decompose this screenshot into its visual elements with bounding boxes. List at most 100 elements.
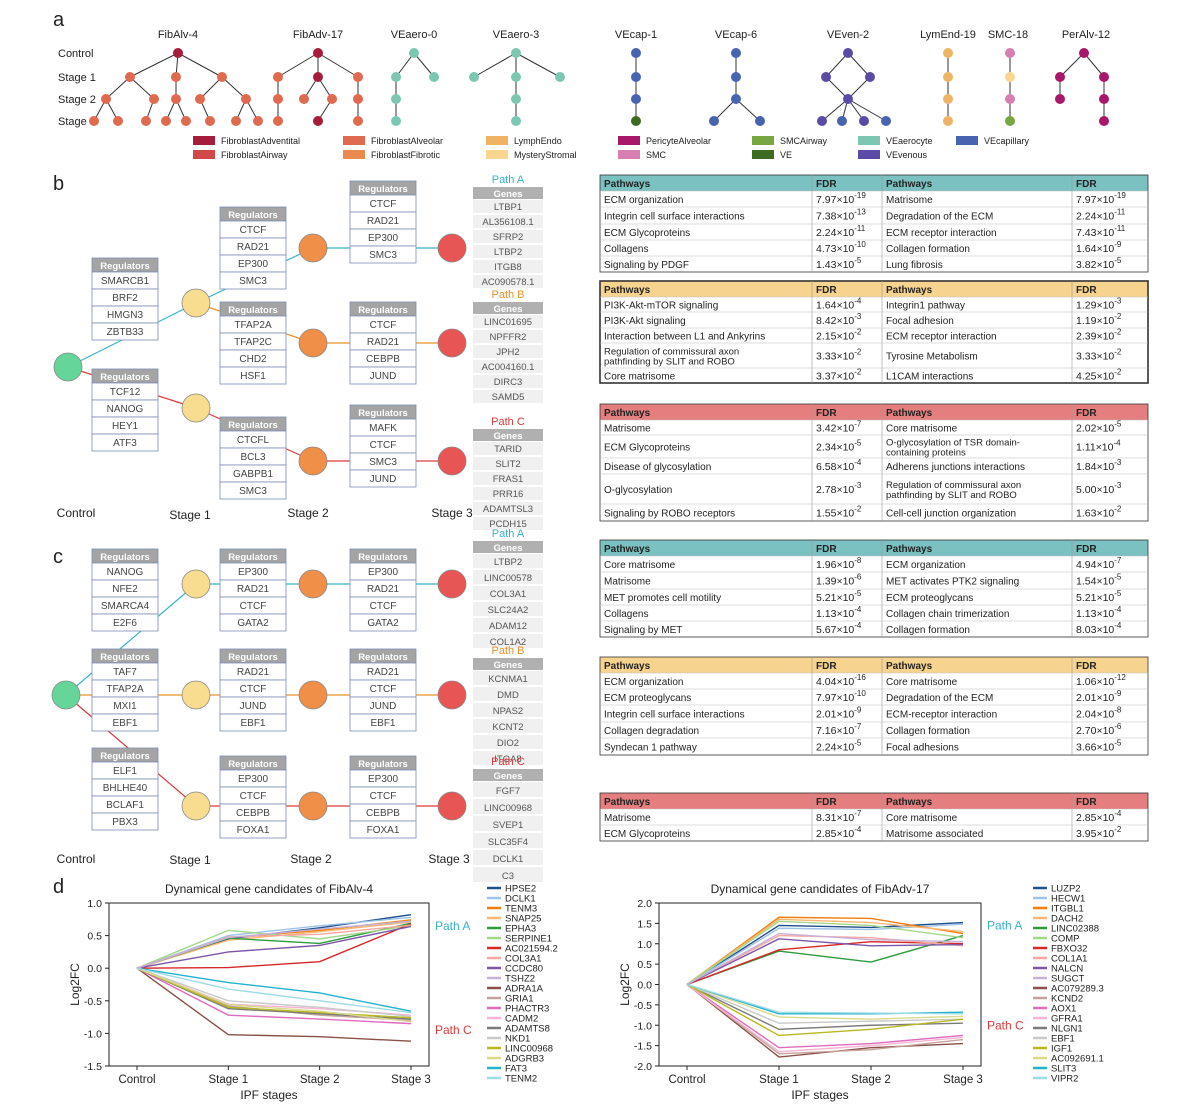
gene-cell xyxy=(473,570,543,584)
series-line xyxy=(686,983,964,1015)
lineage-tree: FibAdv-17 xyxy=(273,29,363,126)
row-label: Stage 3 xyxy=(58,116,96,128)
x-tick-label: Control xyxy=(118,1074,155,1086)
tree-node xyxy=(555,72,565,82)
y-tick-label: 1.5 xyxy=(637,918,652,930)
fdr-base: ×10 xyxy=(1096,227,1114,239)
fdr-value: 1.63×10-2 xyxy=(1076,505,1122,520)
tree-node xyxy=(1005,94,1015,104)
tree-node xyxy=(1055,94,1065,104)
fdr-base: ×10 xyxy=(1096,608,1114,620)
tree-edge xyxy=(221,76,247,100)
regulator-name: JUND xyxy=(370,371,397,382)
legend-swatch xyxy=(343,150,365,159)
fdr-mantissa: 1.54 xyxy=(1076,576,1097,588)
gene-name: NPAS2 xyxy=(493,706,523,717)
gene-cell xyxy=(473,634,543,648)
gene-cell xyxy=(473,833,543,848)
fdr-value: 8.42×10-3 xyxy=(816,312,862,327)
path-title: Path B xyxy=(491,645,524,657)
tree-node xyxy=(273,116,283,126)
regulator-cell xyxy=(219,481,287,500)
gene-name: PCDH15 xyxy=(489,519,527,530)
stage2-node xyxy=(298,569,328,599)
regulator-cell xyxy=(91,613,159,632)
fdr-mantissa: 7.43 xyxy=(1076,227,1097,239)
path-title: Path B xyxy=(491,289,524,301)
table-header-bg xyxy=(600,657,1148,673)
pathway-name: pathfinding by SLIT and ROBO xyxy=(886,490,1017,501)
gene-cell xyxy=(473,375,543,388)
tree-edge xyxy=(825,52,849,78)
legend-label: SERPINE1 xyxy=(505,934,552,945)
tree-node xyxy=(1005,72,1015,82)
table-row: Integrin cell surface interactions Degrad… xyxy=(604,208,1126,223)
fdr-mantissa: 5.21 xyxy=(816,592,837,604)
stage1-node xyxy=(181,569,211,599)
genes-header-bg xyxy=(473,429,543,441)
tree-edge xyxy=(105,76,131,100)
fdr-exponent: -2 xyxy=(1114,328,1122,337)
series-line xyxy=(136,920,412,969)
plot-frame xyxy=(108,902,430,1067)
fdr-base: ×10 xyxy=(1096,624,1114,636)
regulator-header: Regulators xyxy=(228,552,278,563)
fdr-value: 5.21×10-5 xyxy=(816,589,862,604)
fdr-base: ×10 xyxy=(836,559,854,571)
gene-name: LINC00968 xyxy=(484,803,532,814)
fdr-mantissa: 1.64 xyxy=(1076,243,1097,255)
regulator-name: EP300 xyxy=(238,259,268,270)
gene-name: FRAS1 xyxy=(493,474,524,485)
regulator-name: CTCF xyxy=(370,320,397,331)
regulator-box: Regulators TAF7 TFAP2A MXI1 EBF1 xyxy=(91,648,159,732)
pathway-name: ECM organization xyxy=(604,677,683,688)
regulator-name: MXI1 xyxy=(113,701,137,712)
legend-label: HECW1 xyxy=(1051,894,1085,905)
series-line xyxy=(686,941,964,986)
pathway-name: ECM proteoglycans xyxy=(604,693,691,704)
tree-node xyxy=(865,72,875,82)
regulator-name: EBF1 xyxy=(112,718,137,729)
legend-label: DCLK1 xyxy=(505,894,536,905)
fdr-base: ×10 xyxy=(836,828,854,840)
legend-swatch xyxy=(752,136,774,145)
gene-name: SFRP2 xyxy=(493,232,524,243)
fdr-mantissa: 1.55 xyxy=(816,508,837,520)
gene-cell xyxy=(473,671,543,685)
legend-label: GRIA1 xyxy=(505,994,534,1005)
lineage-tree: SMC-18 xyxy=(988,29,1028,126)
genes-box: Path B Genes KCNMA1 DMD NPAS2 KCNT2 DIO2 ITGA8 xyxy=(473,645,543,765)
stage1-node xyxy=(181,680,211,710)
gene-name: AL356108.1 xyxy=(482,217,533,228)
fdr-base: ×10 xyxy=(1096,676,1114,688)
gene-cell xyxy=(473,554,543,568)
table-header-cell: Pathways xyxy=(886,661,933,672)
gene-name: FGF7 xyxy=(496,786,520,797)
fdr-base: ×10 xyxy=(836,692,854,704)
pathway-name: Collagens xyxy=(604,609,648,620)
fdr-exponent: -10 xyxy=(854,240,866,249)
series-line xyxy=(136,967,412,1018)
regulator-box: Regulators RAD21 CTCF JUND EBF1 xyxy=(219,648,287,732)
fdr-value: 1.19×10-2 xyxy=(1076,312,1122,327)
regulator-box: Regulators ELF1 BHLHE40 BCLAF1 PBX3 xyxy=(91,747,159,831)
fdr-exponent: -8 xyxy=(1114,706,1122,715)
tree-edge xyxy=(177,52,223,78)
tree-node xyxy=(943,116,953,126)
tree-edge xyxy=(473,52,517,78)
table-header-bg xyxy=(600,404,1148,420)
regulator-name: CHD2 xyxy=(239,354,267,365)
x-tick-label: Stage 1 xyxy=(209,1074,249,1086)
pathway-name: Core matrisome xyxy=(886,813,958,824)
fdr-exponent: -5 xyxy=(854,256,862,265)
legend-label: FibroblastAlveolar xyxy=(371,136,443,146)
gene-cell xyxy=(473,345,543,358)
series-line xyxy=(686,918,964,986)
tree-node xyxy=(881,116,891,126)
regulator-name: RAD21 xyxy=(367,337,400,348)
tree-node xyxy=(353,116,363,126)
legend-swatch xyxy=(618,150,640,159)
fdr-value: 7.16×10-7 xyxy=(816,722,862,737)
fdr-exponent: -19 xyxy=(1114,191,1126,200)
